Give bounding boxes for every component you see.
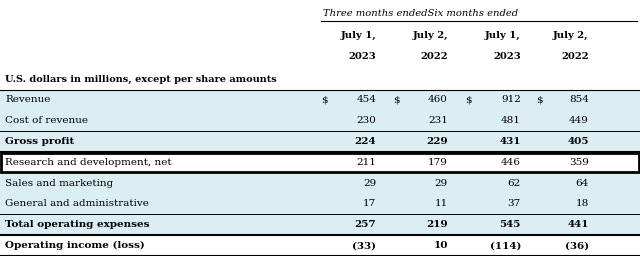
Text: 231: 231 — [428, 116, 448, 125]
Text: Cost of revenue: Cost of revenue — [5, 116, 88, 125]
Text: 545: 545 — [500, 220, 521, 229]
Text: $: $ — [393, 95, 399, 104]
Text: 912: 912 — [501, 95, 521, 104]
Text: 257: 257 — [355, 220, 376, 229]
Text: U.S. dollars in millions, except per share amounts: U.S. dollars in millions, except per sha… — [5, 75, 277, 84]
Text: July 1,: July 1, — [340, 30, 376, 40]
Text: Research and development, net: Research and development, net — [5, 158, 172, 167]
Text: 2022: 2022 — [420, 52, 448, 61]
Text: 10: 10 — [433, 241, 448, 250]
Text: 37: 37 — [508, 199, 521, 208]
Text: 446: 446 — [501, 158, 521, 167]
Bar — [0, 90, 640, 110]
Bar — [0, 194, 640, 214]
Text: 2022: 2022 — [561, 52, 589, 61]
Text: 64: 64 — [575, 179, 589, 188]
Text: Sales and marketing: Sales and marketing — [5, 179, 113, 188]
Text: July 2,: July 2, — [553, 30, 589, 40]
Text: 11: 11 — [435, 199, 448, 208]
Text: 229: 229 — [426, 137, 448, 146]
Text: 211: 211 — [356, 158, 376, 167]
Text: Revenue: Revenue — [5, 95, 51, 104]
Text: 460: 460 — [428, 95, 448, 104]
Bar — [0, 173, 640, 194]
Bar — [0, 152, 640, 173]
Bar — [0, 131, 640, 152]
Bar — [0, 215, 640, 235]
Text: 481: 481 — [501, 116, 521, 125]
Text: 230: 230 — [356, 116, 376, 125]
Text: Operating income (loss): Operating income (loss) — [5, 241, 145, 250]
Text: 441: 441 — [567, 220, 589, 229]
Bar — [0, 235, 640, 256]
Text: General and administrative: General and administrative — [5, 199, 149, 208]
Text: 431: 431 — [499, 137, 521, 146]
Text: 2023: 2023 — [349, 52, 376, 61]
Text: 179: 179 — [428, 158, 448, 167]
Text: (36): (36) — [564, 241, 589, 250]
Text: 854: 854 — [569, 95, 589, 104]
Text: 2023: 2023 — [493, 52, 521, 61]
Text: 62: 62 — [508, 179, 521, 188]
Text: 29: 29 — [363, 179, 376, 188]
Text: Three months endedSix months ended: Three months endedSix months ended — [323, 9, 518, 18]
Text: 405: 405 — [567, 137, 589, 146]
Text: 449: 449 — [569, 116, 589, 125]
Text: $: $ — [536, 95, 543, 104]
Text: 454: 454 — [356, 95, 376, 104]
Text: (33): (33) — [352, 241, 376, 250]
Text: July 1,: July 1, — [485, 30, 521, 40]
Text: 29: 29 — [435, 179, 448, 188]
Text: 17: 17 — [363, 199, 376, 208]
Text: (114): (114) — [490, 241, 521, 250]
Text: 18: 18 — [575, 199, 589, 208]
Text: Total operating expenses: Total operating expenses — [5, 220, 150, 229]
Text: 219: 219 — [426, 220, 448, 229]
Text: Gross profit: Gross profit — [5, 137, 74, 146]
Text: 359: 359 — [569, 158, 589, 167]
Text: July 2,: July 2, — [412, 30, 448, 40]
Text: 224: 224 — [355, 137, 376, 146]
Bar — [0, 110, 640, 131]
Text: $: $ — [321, 95, 328, 104]
Text: $: $ — [465, 95, 471, 104]
